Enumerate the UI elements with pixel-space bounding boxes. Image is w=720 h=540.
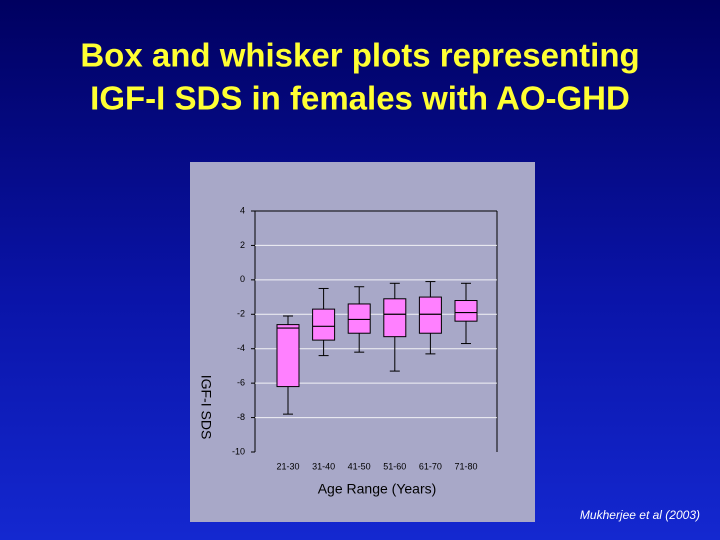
source-citation: Mukherjee et al (2003) (580, 508, 700, 522)
x-tick-label: 21-30 (276, 461, 299, 471)
x-tick-label: 51-60 (383, 461, 406, 471)
y-tick-label: -2 (237, 309, 245, 319)
box (312, 308, 336, 341)
x-tick-label: 41-50 (348, 461, 371, 471)
y-tick-label: -8 (237, 412, 245, 422)
box (347, 303, 371, 334)
y-tick-label: 0 (240, 274, 245, 284)
box (383, 298, 407, 338)
y-tick-label: -10 (232, 446, 245, 456)
x-tick-label: 31-40 (312, 461, 335, 471)
box (418, 296, 442, 334)
title-line-2: IGF-I SDS in females with AO-GHD (90, 80, 630, 117)
y-axis-label: IGF-I SDS (198, 375, 214, 440)
y-tick-label: -6 (237, 378, 245, 388)
chart-panel (190, 162, 535, 522)
box (454, 300, 478, 322)
x-tick-label: 71-80 (454, 461, 477, 471)
title-line-1: Box and whisker plots representing (80, 37, 639, 74)
x-axis-label: Age Range (Years) (318, 481, 437, 497)
box (276, 324, 300, 388)
y-tick-label: -4 (237, 343, 245, 353)
y-tick-label: 4 (240, 205, 245, 215)
x-tick-label: 61-70 (419, 461, 442, 471)
y-tick-label: 2 (240, 240, 245, 250)
